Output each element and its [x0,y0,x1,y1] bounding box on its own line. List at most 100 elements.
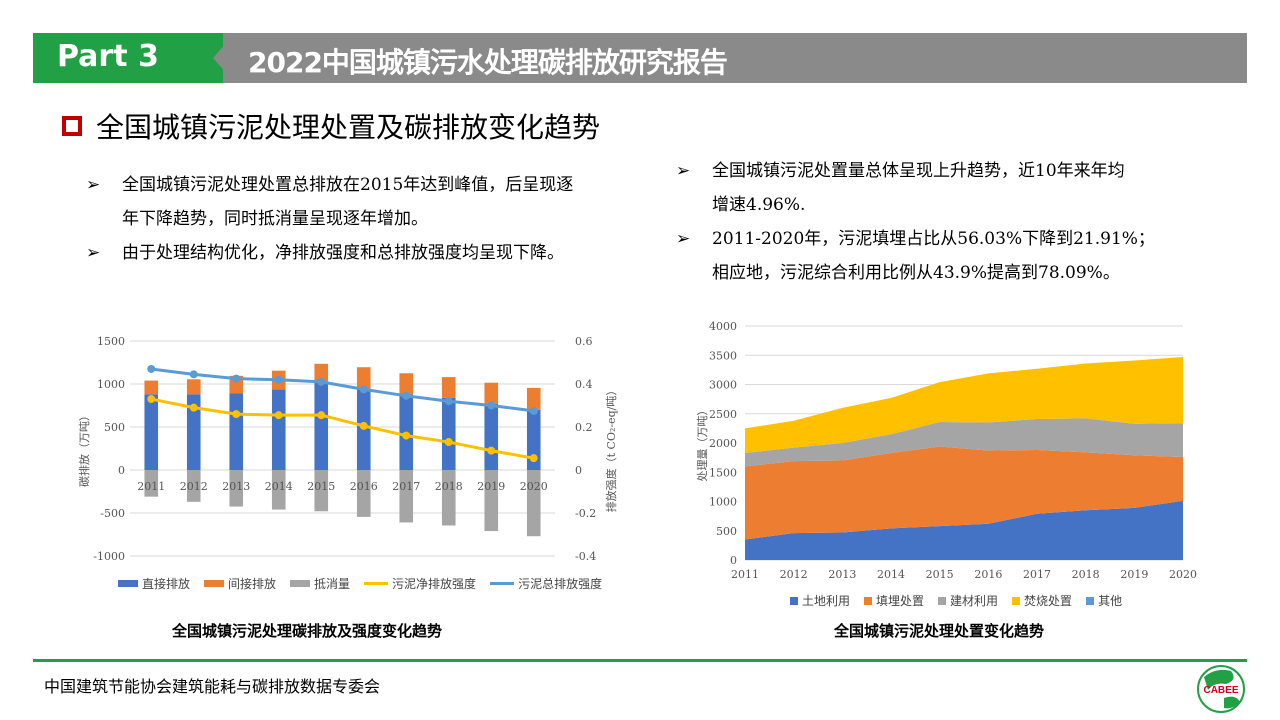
legend-label: 直接排放 [142,577,191,591]
x-tick-label: 2011 [731,568,759,581]
bar-indirect [314,363,329,382]
line-point [317,377,326,386]
y2-tick-label: 0.4 [575,378,593,391]
bar-indirect [441,377,456,398]
legend-swatch [490,582,515,585]
report-title: 2022中国城镇污水处理碳排放研究报告 [248,46,728,79]
line-point [189,403,198,412]
line-series [150,397,535,460]
legend-swatch [1086,596,1095,605]
bullet-text: 年下降趋势，同时抵消量呈现逐年增加。 [122,209,428,229]
line-point [402,391,411,400]
header-banner: Part 3 2022中国城镇污水处理碳排放研究报告 [33,33,1247,83]
bullet-text: 相应地，污泥综合利用比例从43.9%提高到78.09%。 [712,263,1120,283]
line-point [487,446,496,455]
bullet-text: 全国城镇污泥处理处置总排放在2015年达到峰值，后呈现逐 [122,175,574,195]
line-point [317,411,326,420]
legend-swatch [790,596,798,605]
legend-item: 建材利用 [938,592,998,609]
legend-label: 土地利用 [802,594,851,608]
legend-swatch [204,580,225,587]
y2-tick-label: 0.2 [575,421,593,434]
x-tick-label: 2014 [877,568,905,581]
bullet-text: 由于处理结构优化，净排放强度和总排放强度均呈现下降。 [122,243,564,263]
line-point [529,454,538,463]
y-tick-label: 3000 [709,379,737,392]
legend-label: 污泥净排放强度 [392,577,477,591]
right-bullets: ➢ 全国城镇污泥处置量总体呈现上升趋势，近10年来年均 增速4.96%. ➢ 201… [676,154,1155,290]
bullet-text: 全国城镇污泥处置量总体呈现上升趋势，近10年来年均 [712,161,1125,181]
legend-label: 建材利用 [950,594,999,608]
legend-label: 间接排放 [228,577,277,591]
bar-offset [356,470,371,517]
bar-direct [484,403,499,470]
legend-item: 污泥总排放强度 [490,575,602,592]
x-tick-label: 2013 [828,568,856,581]
legend-label: 抵消量 [314,577,351,591]
disposal-chart-legend: 土地利用 填埋处置 建材利用 焚烧处置 其他 [790,592,1122,609]
bar-indirect [144,380,159,395]
line-point [444,397,453,406]
bar-offset [144,470,159,497]
bar-offset [271,470,286,510]
legend-item: 直接排放 [118,575,190,592]
emission-chart-title: 全国城镇污泥处理碳排放及强度变化趋势 [172,622,443,640]
legend-swatch [864,596,873,605]
footer-org: 中国建筑节能协会建筑能耗与碳排放数据专委会 [44,677,381,696]
arrow-bullet-icon: ➢ [676,161,691,181]
line-point [274,411,283,420]
emission-chart-legend: 直接排放 间接排放 抵消量 污泥净排放强度 污泥总排放强度 [118,575,602,592]
y2-axis-label: 排放强度（t CO₂-eq/吨） [604,385,618,513]
x-tick-label: 2017 [392,480,420,493]
line-point [487,401,496,410]
legend-swatch [938,596,947,605]
y-axis-label: 处理量（万吨） [696,405,709,482]
bar-offset [526,470,541,537]
disposal-chart: 4000 3500 3000 2500 2000 1500 1000 500 0 处理量（万吨） 2… [696,320,1197,581]
y-tick-label: 2500 [709,408,737,421]
line-point [444,438,453,447]
arrow-bullet-icon: ➢ [676,229,691,249]
y-tick-label: 3500 [709,349,737,362]
x-tick-label: 2018 [1072,568,1100,581]
bar-indirect [186,379,201,395]
line-point [147,364,156,373]
x-tick-label: 2019 [477,480,505,493]
footer-divider [33,659,1247,662]
y-tick-label: -500 [100,507,125,520]
y-axis-label: 碳排放（万吨） [77,410,91,487]
x-tick-label: 2015 [926,568,954,581]
arrow-bullet-icon: ➢ [86,175,101,195]
svg-text:CABEE: CABEE [1203,685,1238,696]
bar-offset [399,470,414,523]
line-point [359,385,368,394]
y2-tick-label: -0.2 [575,507,596,520]
square-bullet-icon [62,116,82,136]
line-point [232,374,241,383]
area-series [745,418,1183,467]
legend-item: 焚烧处置 [1012,592,1072,609]
y2-tick-label: -0.4 [575,550,596,563]
bar-direct [271,389,286,470]
line-point [402,431,411,440]
x-tick-label: 2012 [780,568,808,581]
legend-swatch [290,580,311,587]
y-tick-label: 500 [716,525,737,538]
y-tick-label: 0 [730,554,737,567]
bar-indirect [526,387,541,410]
cabee-logo: CABEE [1197,665,1245,713]
legend-label: 其他 [1098,594,1123,608]
x-tick-label: 2014 [265,480,293,493]
emission-chart: 1500 0.6 1000 0.4 500 0.2 0 0 -500 -0.2 -1000 -0.4 碳… [77,335,618,563]
legend-item: 其他 [1086,592,1122,609]
bar-direct [144,394,159,470]
line-point [189,370,198,379]
line-point [529,406,538,415]
line-series [151,367,534,413]
area-series [745,357,1183,453]
legend-swatch [364,582,389,585]
x-tick-label: 2020 [520,480,548,493]
section-heading: 全国城镇污泥处理处置及碳排放变化趋势 [62,106,600,146]
line-point [274,375,283,384]
legend-label: 填埋处置 [876,594,925,608]
